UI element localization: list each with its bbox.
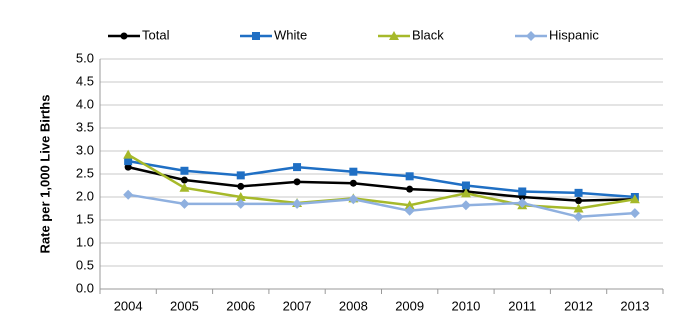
data-point	[124, 157, 133, 166]
data-point	[293, 163, 302, 172]
x-tick-label: 2007	[283, 298, 312, 313]
y-tick-label: 1.5	[76, 211, 94, 226]
legend-label: White	[274, 27, 307, 42]
data-point	[123, 189, 134, 200]
y-tick-label: 4.5	[76, 73, 94, 88]
x-tick-label: 2009	[395, 298, 424, 313]
data-point	[460, 200, 471, 211]
data-point	[293, 178, 301, 186]
data-point	[575, 197, 583, 205]
data-point	[237, 182, 245, 190]
y-axis-title: Rate per 1,000 Live Births	[37, 95, 52, 254]
data-point	[573, 211, 584, 222]
legend-marker	[389, 31, 399, 40]
data-point	[349, 167, 358, 176]
data-point	[461, 181, 470, 190]
y-tick-label: 4.0	[76, 96, 94, 111]
series-line	[127, 159, 635, 199]
data-point	[404, 205, 415, 216]
data-point	[348, 194, 359, 205]
series-line	[127, 153, 636, 210]
data-point	[574, 188, 583, 197]
legend-label: Black	[412, 27, 444, 42]
legend-label: Hispanic	[549, 27, 599, 42]
series-line	[127, 165, 635, 202]
data-point	[235, 192, 246, 201]
data-point	[460, 188, 471, 198]
y-tick-label: 1.0	[76, 234, 94, 249]
y-tick-label: 2.5	[76, 165, 94, 180]
series-line	[127, 193, 635, 219]
data-point	[236, 171, 245, 180]
data-point	[406, 185, 414, 193]
data-point	[404, 200, 415, 210]
legend-label: Total	[142, 27, 170, 42]
y-tick-label: 0.5	[76, 257, 94, 272]
data-point	[518, 187, 527, 196]
x-tick-label: 2008	[339, 298, 368, 313]
data-point	[517, 197, 528, 208]
y-tick-label: 3.5	[76, 119, 94, 134]
data-point	[573, 203, 584, 213]
data-point	[123, 149, 134, 159]
x-tick-label: 2011	[508, 298, 536, 313]
data-point	[292, 198, 303, 209]
data-point	[349, 179, 357, 187]
data-point	[124, 163, 132, 171]
x-tick-label: 2010	[451, 298, 480, 313]
x-tick-label: 2006	[226, 298, 255, 313]
y-tick-label: 5.0	[76, 50, 94, 65]
data-point	[180, 166, 189, 175]
data-point	[629, 208, 640, 219]
x-tick-label: 2004	[114, 298, 143, 313]
data-point	[179, 198, 190, 209]
data-point	[405, 172, 414, 181]
data-point	[179, 182, 190, 192]
x-tick-label: 2013	[620, 298, 649, 313]
data-point	[180, 176, 188, 184]
y-tick-label: 0.0	[76, 280, 94, 295]
legend-marker	[252, 32, 260, 40]
data-point	[235, 198, 246, 209]
x-tick-label: 2012	[564, 298, 593, 313]
y-tick-label: 3.0	[76, 142, 94, 157]
y-tick-label: 2.0	[76, 188, 94, 203]
legend-marker	[526, 31, 536, 41]
data-point	[629, 194, 640, 204]
legend-marker	[120, 32, 128, 40]
x-tick-label: 2005	[170, 298, 199, 313]
